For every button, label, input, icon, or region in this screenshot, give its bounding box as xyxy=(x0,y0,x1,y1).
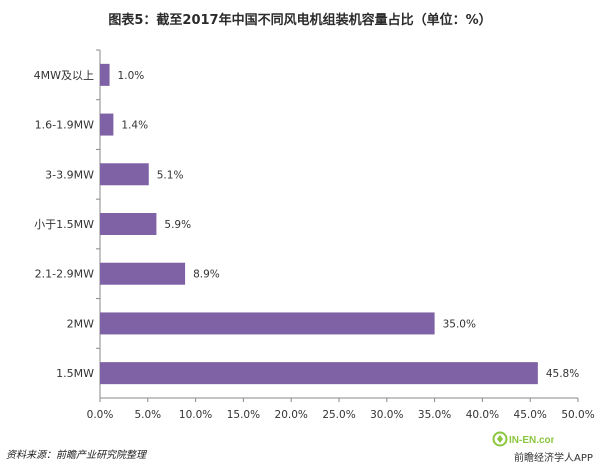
data-label: 1.4% xyxy=(121,120,148,132)
data-label: 5.1% xyxy=(157,169,184,181)
x-tick-label: 20.0% xyxy=(275,409,308,421)
chart-title: 图表5：截至2017年中国不同风电机组装机容量占比（单位：%） xyxy=(108,13,492,28)
x-tick-label: 15.0% xyxy=(227,409,260,421)
x-tick-label: 5.0% xyxy=(134,409,161,421)
data-label: 5.9% xyxy=(164,219,191,231)
category-label: 3-3.9MW xyxy=(45,168,94,181)
watermark-text: 前瞻经济学人APP xyxy=(514,453,593,464)
bar xyxy=(100,312,435,335)
source-note: 资料来源：前瞻产业研究院整理 xyxy=(6,450,146,461)
category-label: 小于1.5MW xyxy=(34,218,94,231)
category-label: 4MW及以上 xyxy=(34,69,94,82)
bar xyxy=(100,213,157,235)
x-tick-label: 50.0% xyxy=(561,409,594,421)
category-label: 1.6-1.9MW xyxy=(35,119,94,132)
x-tick-label: 40.0% xyxy=(466,409,499,421)
bar xyxy=(100,163,149,186)
category-label: 1.5MW xyxy=(56,367,94,380)
x-tick-label: 25.0% xyxy=(322,409,355,421)
x-tick-label: 0.0% xyxy=(87,409,114,421)
x-tick-label: 45.0% xyxy=(514,409,547,421)
data-label: 45.8% xyxy=(546,368,579,380)
x-tick-label: 10.0% xyxy=(179,409,212,421)
data-label: 8.9% xyxy=(193,269,220,281)
data-label: 1.0% xyxy=(118,70,145,82)
bar xyxy=(100,63,110,86)
x-tick-label: 30.0% xyxy=(370,409,403,421)
bar xyxy=(100,113,114,136)
bar xyxy=(100,262,186,285)
category-label: 2MW xyxy=(67,317,94,330)
category-label: 2.1-2.9MW xyxy=(35,268,94,281)
x-tick-label: 35.0% xyxy=(418,409,451,421)
logo-text: IN-EN.com xyxy=(509,435,554,446)
bar xyxy=(100,362,538,385)
in-en-logo: IN-EN.com xyxy=(492,431,554,447)
data-label: 35.0% xyxy=(443,318,476,330)
